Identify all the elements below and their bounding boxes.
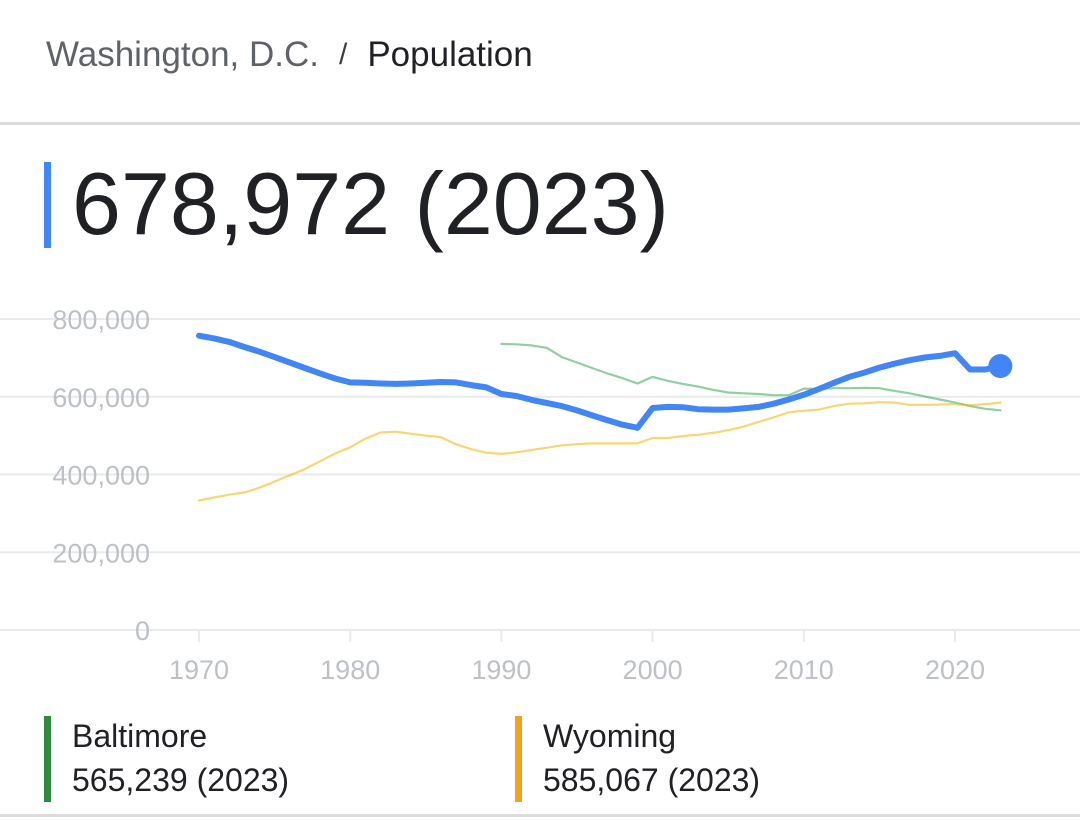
y-tick-label: 800,000 <box>52 305 150 335</box>
headline-color-marker <box>44 162 51 248</box>
breadcrumb: Washington, D.C. / Population <box>46 30 533 80</box>
legend-value-baltimore: 565,239 (2023) <box>72 762 290 798</box>
y-tick-label: 200,000 <box>52 538 150 568</box>
x-tick-label: 1970 <box>169 655 229 685</box>
breadcrumb-current: Population <box>367 35 533 74</box>
x-tick-label: 2020 <box>925 655 985 685</box>
header-divider <box>0 122 1080 125</box>
footer-divider <box>0 814 1080 817</box>
headline-value: 678,972 (2023) <box>72 154 669 253</box>
x-tick-label: 1980 <box>320 655 380 685</box>
legend-name-wyoming: Wyoming <box>543 718 677 754</box>
y-tick-label: 0 <box>135 616 150 646</box>
legend-value-wyoming: 585,067 (2023) <box>543 762 761 798</box>
legend-color-bar-baltimore <box>44 716 51 802</box>
y-tick-label: 400,000 <box>52 461 150 491</box>
population-chart[interactable]: 0 200,000 400,000 600,000 800,000 1970 1980 199… <box>0 290 1080 700</box>
x-tick-label: 2010 <box>774 655 834 685</box>
series-line-baltimore <box>500 342 1002 412</box>
legend-color-bar-wyoming <box>515 716 522 802</box>
legend-name-baltimore: Baltimore <box>72 718 208 754</box>
series-last-point-washington-d-c <box>988 354 1013 379</box>
breadcrumb-parent-link[interactable]: Washington, D.C. <box>46 35 319 74</box>
breadcrumb-separator: / <box>338 38 348 71</box>
x-tick-label: 1990 <box>471 655 531 685</box>
x-tick-label: 2000 <box>623 655 683 685</box>
series-line-wyoming <box>197 401 1002 502</box>
y-tick-label: 600,000 <box>52 383 150 413</box>
series-line-washington-d-c <box>196 332 1004 431</box>
